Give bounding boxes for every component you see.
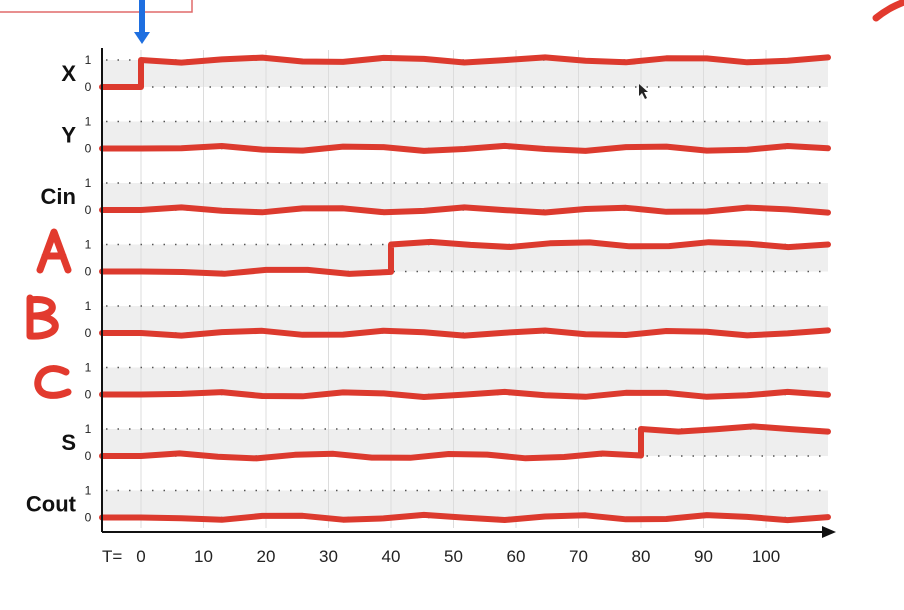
signal-band xyxy=(102,306,828,333)
mouse-pointer-icon xyxy=(639,84,648,99)
level-label-low: 0 xyxy=(85,388,92,402)
level-label-high: 1 xyxy=(85,53,92,67)
signal-name-x: X xyxy=(61,61,76,86)
signal-bands xyxy=(102,60,828,518)
waveform-s xyxy=(99,423,831,462)
handwritten-letter-a xyxy=(36,228,72,274)
ink-fragment xyxy=(872,0,904,22)
time-tick-label: 20 xyxy=(257,547,276,566)
signal-name-s: S xyxy=(61,430,76,455)
time-tick-label: 70 xyxy=(569,547,588,566)
level-label-low: 0 xyxy=(85,326,92,340)
time-tick-label: 10 xyxy=(194,547,213,566)
handwritten-annotations xyxy=(26,228,72,399)
level-label-low: 0 xyxy=(85,511,92,525)
selection-box-edge xyxy=(0,0,193,13)
level-label-high: 1 xyxy=(85,361,92,375)
level-label-low: 0 xyxy=(85,80,92,94)
time-tick-label: 40 xyxy=(382,547,401,566)
time-tick-label: 80 xyxy=(632,547,651,566)
level-label-low: 0 xyxy=(85,142,92,156)
level-label-high: 1 xyxy=(85,484,92,498)
waveform-y xyxy=(99,142,831,154)
waveform-cout xyxy=(99,511,831,524)
handwritten-letter-b xyxy=(26,294,59,340)
time-tick-label: 0 xyxy=(136,547,145,566)
waveform-cin xyxy=(99,204,831,216)
signal-names: X Y Cin S Cout xyxy=(26,61,77,517)
waveform-a xyxy=(99,238,831,277)
time-tick-label: 60 xyxy=(507,547,526,566)
waveform-b xyxy=(99,327,831,339)
level-label-low: 0 xyxy=(85,203,92,217)
level-label-low: 0 xyxy=(85,449,92,463)
level-label-high: 1 xyxy=(85,238,92,252)
time-axis-ticks: 0 10 20 30 40 50 60 70 80 90 100 xyxy=(136,547,780,566)
waveform-c xyxy=(99,388,831,400)
level-labels: 1 0 1 0 1 0 1 0 1 0 1 0 1 0 1 0 xyxy=(85,53,92,525)
time-prefix: T= xyxy=(102,547,122,566)
level-label-high: 1 xyxy=(85,422,92,436)
time-axis-arrow-icon xyxy=(822,526,836,538)
signal-band xyxy=(102,244,828,272)
signal-name-cout: Cout xyxy=(26,492,77,517)
signal-name-cin: Cin xyxy=(41,184,76,209)
level-label-high: 1 xyxy=(85,176,92,190)
level-label-high: 1 xyxy=(85,299,92,313)
time-tick-label: 30 xyxy=(319,547,338,566)
time-tick-label: 100 xyxy=(752,547,780,566)
vertical-gridlines xyxy=(140,50,767,528)
time-tick-label: 50 xyxy=(444,547,463,566)
level-label-high: 1 xyxy=(85,115,92,129)
waveform-x xyxy=(99,54,831,90)
cursor-arrow-icon xyxy=(134,0,150,44)
time-tick-label: 90 xyxy=(694,547,713,566)
signal-name-y: Y xyxy=(61,123,76,148)
handwritten-letter-c xyxy=(34,365,72,399)
signal-waveforms xyxy=(99,54,831,524)
level-label-low: 0 xyxy=(85,265,92,279)
